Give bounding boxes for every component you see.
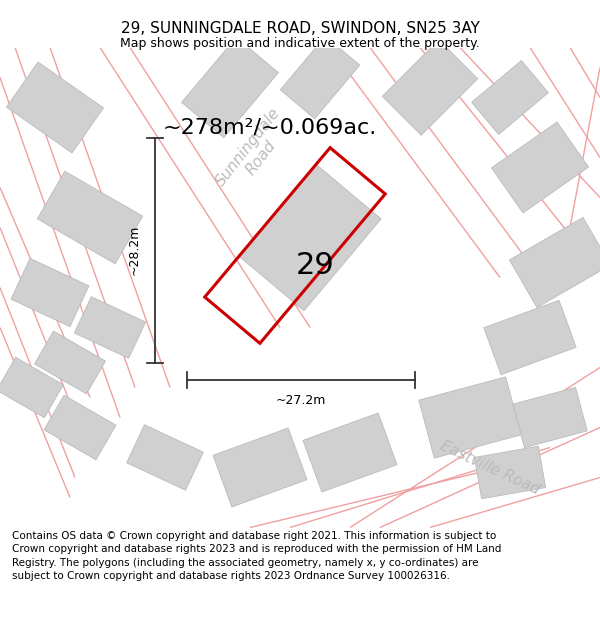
Polygon shape xyxy=(484,301,576,374)
Polygon shape xyxy=(7,62,104,153)
Polygon shape xyxy=(182,38,278,138)
Polygon shape xyxy=(419,377,521,458)
Polygon shape xyxy=(213,428,307,507)
Polygon shape xyxy=(0,357,64,418)
Polygon shape xyxy=(37,171,143,264)
Text: ~278m²/~0.069ac.: ~278m²/~0.069ac. xyxy=(163,118,377,138)
Polygon shape xyxy=(491,122,589,213)
Polygon shape xyxy=(280,36,360,119)
Text: Contains OS data © Crown copyright and database right 2021. This information is : Contains OS data © Crown copyright and d… xyxy=(12,531,502,581)
Polygon shape xyxy=(472,61,548,134)
Polygon shape xyxy=(303,413,397,492)
Polygon shape xyxy=(35,331,106,394)
Polygon shape xyxy=(127,425,203,490)
Polygon shape xyxy=(44,395,116,460)
Polygon shape xyxy=(11,258,89,327)
Polygon shape xyxy=(509,217,600,308)
Text: ~27.2m: ~27.2m xyxy=(276,394,326,406)
Text: Sunningdale
Road: Sunningdale Road xyxy=(214,106,296,199)
Text: Eastville Road: Eastville Road xyxy=(438,438,542,497)
Text: 29: 29 xyxy=(296,251,334,280)
Text: ~28.2m: ~28.2m xyxy=(128,225,141,275)
Polygon shape xyxy=(475,446,545,499)
Polygon shape xyxy=(239,164,381,311)
Text: Map shows position and indicative extent of the property.: Map shows position and indicative extent… xyxy=(120,38,480,50)
Polygon shape xyxy=(382,40,478,135)
Polygon shape xyxy=(74,297,146,358)
Text: 29, SUNNINGDALE ROAD, SWINDON, SN25 3AY: 29, SUNNINGDALE ROAD, SWINDON, SN25 3AY xyxy=(121,21,479,36)
Polygon shape xyxy=(513,388,587,448)
